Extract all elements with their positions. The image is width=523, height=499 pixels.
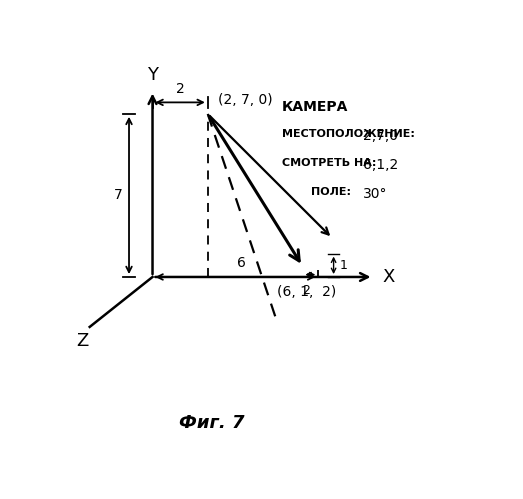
- Text: Фиг. 7: Фиг. 7: [178, 414, 244, 432]
- Text: (6, 1,  2): (6, 1, 2): [277, 285, 336, 299]
- Text: 2: 2: [302, 283, 310, 296]
- Text: МЕСТОПОЛОЖЕНИЕ:: МЕСТОПОЛОЖЕНИЕ:: [282, 129, 415, 139]
- Text: 2,7,0: 2,7,0: [363, 129, 399, 143]
- Text: 7: 7: [114, 189, 122, 203]
- Text: 1: 1: [339, 259, 347, 272]
- Text: Z: Z: [76, 332, 88, 350]
- Text: 6: 6: [237, 256, 246, 270]
- Text: (2, 7, 0): (2, 7, 0): [218, 93, 272, 107]
- Text: 30°: 30°: [363, 187, 388, 201]
- Text: 2: 2: [176, 82, 185, 96]
- Text: X: X: [382, 268, 395, 286]
- Text: ПОЛЕ:: ПОЛЕ:: [311, 187, 350, 197]
- Text: СМОТРЕТЬ НА:: СМОТРЕТЬ НА:: [282, 158, 377, 168]
- Text: Y: Y: [147, 66, 158, 84]
- Text: КАМЕРА: КАМЕРА: [282, 100, 349, 114]
- Text: 6,1,2: 6,1,2: [363, 158, 399, 172]
